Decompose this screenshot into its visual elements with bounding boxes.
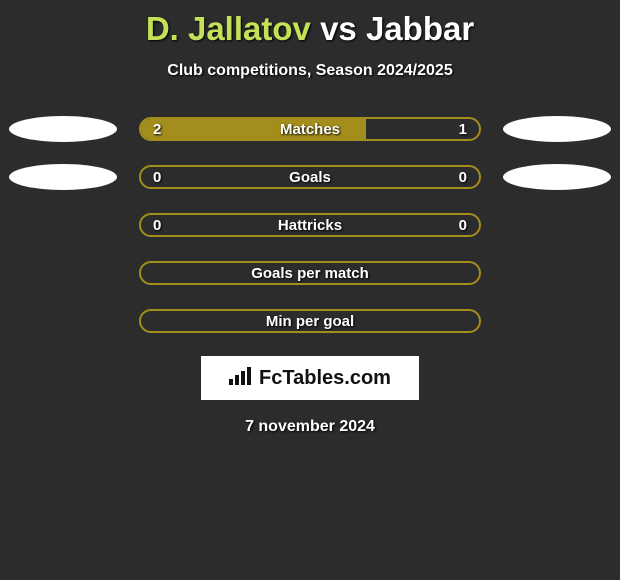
player2-marker: [503, 116, 611, 142]
stat-row: 0Goals0: [0, 164, 620, 190]
bars-icon: [229, 367, 251, 390]
stat-row: Goals per match: [0, 260, 620, 286]
player1-marker: [9, 164, 117, 190]
spacer: [9, 260, 117, 286]
stat-right-value: 0: [459, 215, 467, 235]
stat-row: 2Matches1: [0, 116, 620, 142]
stat-label: Hattricks: [141, 215, 479, 235]
date-text: 7 november 2024: [0, 418, 620, 436]
stat-bar: 0Goals0: [139, 165, 481, 189]
versus-text: vs: [320, 10, 357, 47]
player1-marker: [9, 116, 117, 142]
stat-bar: 2Matches1: [139, 117, 481, 141]
stat-row: Min per goal: [0, 308, 620, 334]
spacer: [9, 212, 117, 238]
fctables-logo: FcTables.com: [201, 356, 419, 400]
spacer: [503, 260, 611, 286]
spacer: [503, 308, 611, 334]
stat-right-value: 1: [459, 119, 467, 139]
player2-marker: [503, 164, 611, 190]
stat-label: Matches: [141, 119, 479, 139]
stat-label: Goals per match: [141, 263, 479, 283]
stat-bar: 0Hattricks0: [139, 213, 481, 237]
spacer: [503, 212, 611, 238]
logo-text: FcTables.com: [259, 367, 391, 390]
page-title: D. Jallatov vs Jabbar: [0, 10, 620, 48]
player2-name: Jabbar: [366, 10, 474, 47]
player1-name: D. Jallatov: [146, 10, 311, 47]
stats-comparison-card: D. Jallatov vs Jabbar Club competitions,…: [0, 0, 620, 436]
stat-rows: 2Matches10Goals00Hattricks0Goals per mat…: [0, 116, 620, 334]
stat-right-value: 0: [459, 167, 467, 187]
spacer: [9, 308, 117, 334]
stat-bar: Min per goal: [139, 309, 481, 333]
stat-label: Goals: [141, 167, 479, 187]
subtitle: Club competitions, Season 2024/2025: [0, 62, 620, 80]
stat-row: 0Hattricks0: [0, 212, 620, 238]
stat-bar: Goals per match: [139, 261, 481, 285]
stat-label: Min per goal: [141, 311, 479, 331]
